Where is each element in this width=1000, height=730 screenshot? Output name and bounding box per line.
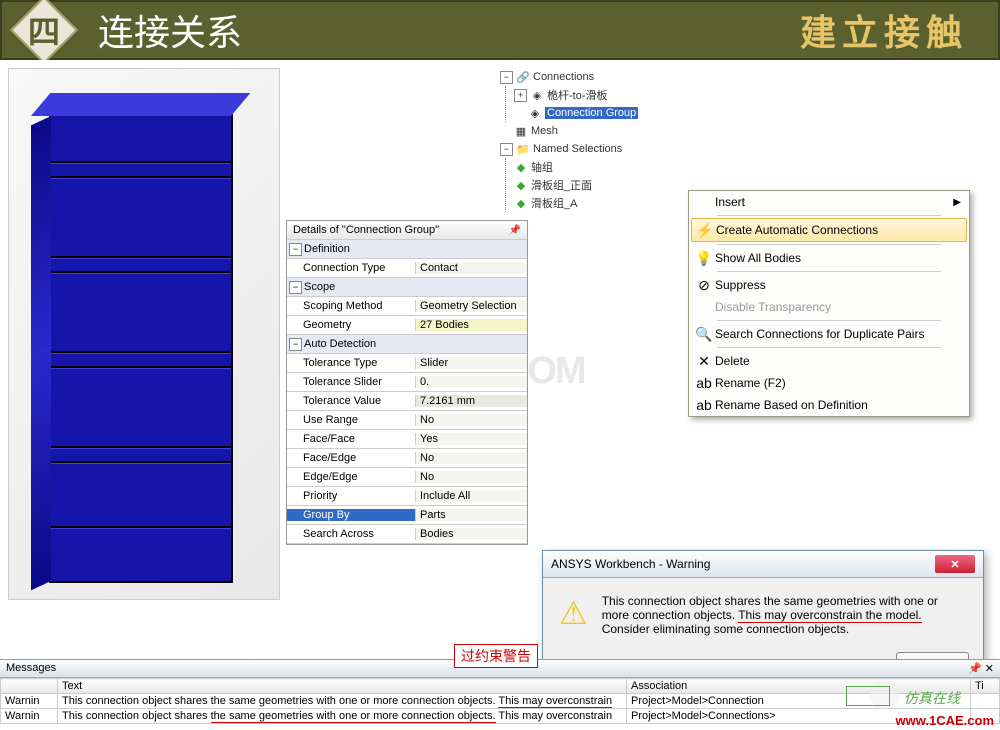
tree-mesh[interactable]: ▦Mesh: [500, 122, 700, 140]
3d-viewport[interactable]: [8, 68, 280, 600]
header-subtitle: 建立接触: [800, 4, 968, 56]
details-row[interactable]: Use RangeNo: [287, 411, 527, 430]
details-row[interactable]: Face/EdgeNo: [287, 449, 527, 468]
tree-item[interactable]: +◈桅杆-to-滑板: [514, 86, 700, 104]
lightning-icon: ⚡: [694, 221, 716, 239]
details-group[interactable]: −Auto Detection: [287, 335, 527, 354]
ctx-create-auto[interactable]: ⚡Create Automatic Connections: [691, 218, 967, 242]
pin-icon[interactable]: 📌 ✕: [968, 662, 994, 675]
group-icon: ◈: [528, 106, 542, 120]
rename-def-icon: ab: [693, 396, 715, 414]
warning-icon: ⚠: [559, 594, 588, 636]
details-row[interactable]: Search AcrossBodies: [287, 525, 527, 544]
details-row[interactable]: Face/FaceYes: [287, 430, 527, 449]
submenu-arrow-icon: ▶: [953, 197, 961, 208]
ctx-show-all[interactable]: 💡Show All Bodies: [689, 247, 969, 269]
close-button[interactable]: ✕: [935, 555, 975, 573]
suppress-icon: ⊘: [693, 276, 715, 294]
dialog-titlebar[interactable]: ANSYS Workbench - Warning✕: [543, 551, 983, 578]
search-icon: 🔍: [693, 325, 715, 343]
3d-model: [49, 99, 233, 583]
section-number-badge: 四: [10, 0, 78, 64]
bulb-icon: 💡: [693, 249, 715, 267]
ctx-suppress[interactable]: ⊘Suppress: [689, 274, 969, 296]
details-group[interactable]: −Definition: [287, 240, 527, 259]
col-text[interactable]: Text: [58, 679, 627, 694]
ctx-rename-def[interactable]: abRename Based on Definition: [689, 394, 969, 416]
tree-item[interactable]: ◆滑板组_A: [514, 194, 700, 212]
ctx-delete[interactable]: ✕Delete: [689, 350, 969, 372]
selection-icon: ◆: [514, 160, 528, 174]
folder-icon: 📁: [516, 142, 530, 156]
details-row[interactable]: Tolerance Slider0.: [287, 373, 527, 392]
ctx-insert[interactable]: Insert▶: [689, 191, 969, 213]
ctx-search-duplicates[interactable]: 🔍Search Connections for Duplicate Pairs: [689, 323, 969, 345]
pin-icon[interactable]: 📌: [509, 225, 521, 236]
details-row[interactable]: PriorityInclude All: [287, 487, 527, 506]
rename-icon: ab: [693, 374, 715, 392]
brand-text: 仿真在线: [904, 688, 960, 708]
delete-icon: ✕: [693, 352, 715, 370]
details-row[interactable]: Connection TypeContact: [287, 259, 527, 278]
selection-icon: ◆: [514, 196, 528, 210]
header-title: 连接关系: [98, 4, 242, 56]
tree-item[interactable]: ◆轴组: [514, 158, 700, 176]
overconstrain-badge: 过约束警告: [454, 644, 538, 668]
details-row[interactable]: Scoping MethodGeometry Selection: [287, 297, 527, 316]
contact-icon: ◈: [530, 88, 544, 102]
details-row[interactable]: Edge/EdgeNo: [287, 468, 527, 487]
slide-header: 四 连接关系 建立接触: [0, 0, 1000, 60]
warning-text: This connection object shares the same g…: [602, 594, 938, 636]
col-type[interactable]: [1, 679, 58, 694]
brand-url: www.1CAE.com: [896, 713, 994, 728]
outline-tree[interactable]: −🔗Connections +◈桅杆-to-滑板 ◈Connection Gro…: [500, 68, 700, 212]
ctx-disable-transparency: Disable Transparency: [689, 296, 969, 318]
col-time[interactable]: Ti: [971, 679, 1000, 694]
connections-icon: 🔗: [516, 70, 530, 84]
context-menu: Insert▶ ⚡Create Automatic Connections 💡S…: [688, 190, 970, 417]
green-box: [846, 686, 890, 706]
details-title: Details of "Connection Group"📌: [287, 221, 527, 240]
details-row[interactable]: Tolerance Value7.2161 mm: [287, 392, 527, 411]
details-row[interactable]: Tolerance TypeSlider: [287, 354, 527, 373]
ctx-rename[interactable]: abRename (F2): [689, 372, 969, 394]
content-area: 1CAE.COM −🔗Connections +◈桅杆-to-滑板 ◈Conne…: [0, 60, 1000, 660]
details-row-selected[interactable]: Group ByParts: [287, 506, 527, 525]
mesh-icon: ▦: [514, 124, 528, 138]
tree-connections[interactable]: −🔗Connections: [500, 68, 700, 86]
details-row[interactable]: Geometry27 Bodies: [287, 316, 527, 335]
table-row[interactable]: Warnin This connection object shares the…: [1, 709, 1000, 724]
details-group[interactable]: −Scope: [287, 278, 527, 297]
selection-icon: ◆: [514, 178, 528, 192]
tree-item[interactable]: ◆滑板组_正面: [514, 176, 700, 194]
tree-named-selections[interactable]: −📁Named Selections: [500, 140, 700, 158]
tree-item-selected[interactable]: ◈Connection Group: [514, 104, 700, 122]
details-panel: Details of "Connection Group"📌 −Definiti…: [286, 220, 528, 545]
